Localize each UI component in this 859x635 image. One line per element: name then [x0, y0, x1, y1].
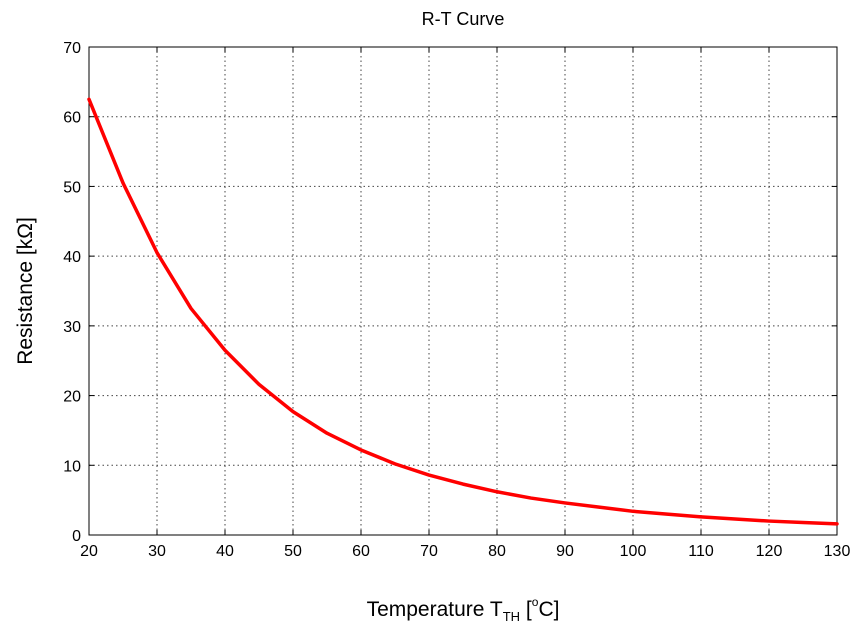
plot-frame: [88, 46, 838, 536]
grid: [89, 47, 837, 535]
x-tick-label: 130: [824, 543, 851, 560]
x-tick-labels: 20 30 40 50 60 70 80 90 100 110 120 130: [80, 543, 850, 560]
y-tick-labels: 0 10 20 30 40 50 60 70: [63, 40, 81, 545]
y-tick-label: 60: [63, 110, 81, 127]
y-tick-label: 40: [63, 249, 81, 266]
series-layer: [87, 97, 839, 526]
x-axis-label-pre: [: [520, 598, 532, 621]
x-tick-label: 90: [556, 543, 574, 560]
y-tick-label: 20: [63, 389, 81, 406]
y-tick-label: 30: [63, 319, 81, 336]
x-tick-label: 20: [80, 543, 98, 560]
x-tick-label: 40: [216, 543, 234, 560]
x-tick-label: 60: [352, 543, 370, 560]
x-tick-label: 30: [148, 543, 166, 560]
y-tick-label: 0: [72, 528, 81, 545]
x-axis-label-post: C]: [538, 598, 559, 621]
x-tick-label: 70: [420, 543, 438, 560]
x-tick-label: 80: [488, 543, 506, 560]
x-axis-label-subscript: TH: [503, 609, 520, 624]
axis-ticks: [88, 46, 838, 536]
x-tick-label: 100: [620, 543, 647, 560]
x-tick-label: 50: [284, 543, 302, 560]
y-axis-label: Resistance [kΩ]: [14, 217, 37, 365]
x-axis-label-superscript: o: [532, 595, 539, 609]
x-axis-label: Temperature TTH [oC]: [367, 595, 560, 624]
x-axis-label-main: Temperature T: [367, 598, 503, 621]
chart-title: R-T Curve: [422, 9, 505, 29]
y-tick-label: 50: [63, 179, 81, 196]
y-tick-label: 70: [63, 40, 81, 57]
series-line: [87, 97, 839, 526]
y-tick-label: 10: [63, 458, 81, 475]
x-tick-label: 110: [688, 543, 714, 560]
x-tick-label: 120: [756, 543, 783, 560]
